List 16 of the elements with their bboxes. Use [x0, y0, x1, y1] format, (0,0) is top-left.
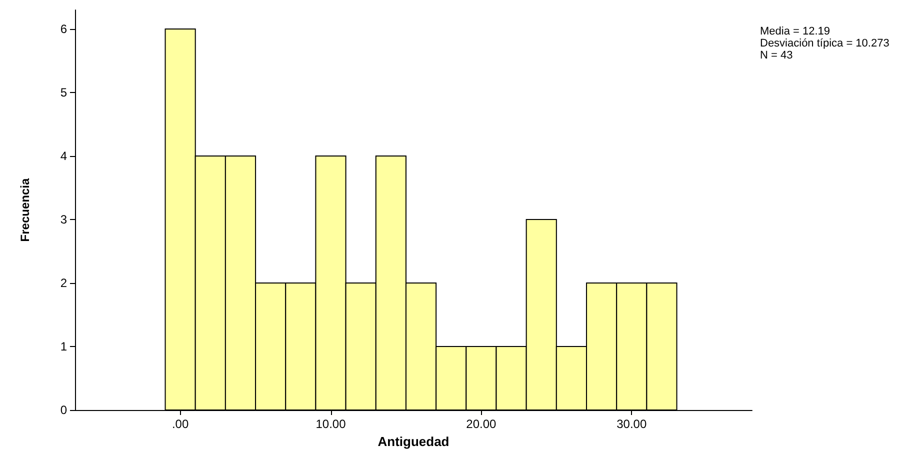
x-axis-title: Antiguedad [378, 434, 450, 449]
y-tick-label: 3 [60, 212, 68, 227]
y-tick-label: 4 [60, 149, 68, 164]
y-tick-label: 6 [60, 22, 68, 36]
text: Desviación típica = 10.273 [760, 38, 890, 50]
x-tick-label: .00 [172, 417, 189, 431]
x-tick-label: 10.00 [316, 417, 346, 431]
y-tick-label: 2 [60, 276, 68, 290]
y-axis-title: Frecuencia [18, 178, 32, 242]
x-tick-label: 20.00 [466, 417, 497, 431]
y-tick-label: 0 [60, 403, 68, 417]
y-tick-label: 5 [60, 86, 68, 100]
text: Media = 12.19 [760, 26, 830, 38]
y-tick-label: 1 [60, 340, 68, 354]
x-tick-label: 30.00 [616, 417, 647, 431]
text: N = 43 [760, 50, 793, 62]
